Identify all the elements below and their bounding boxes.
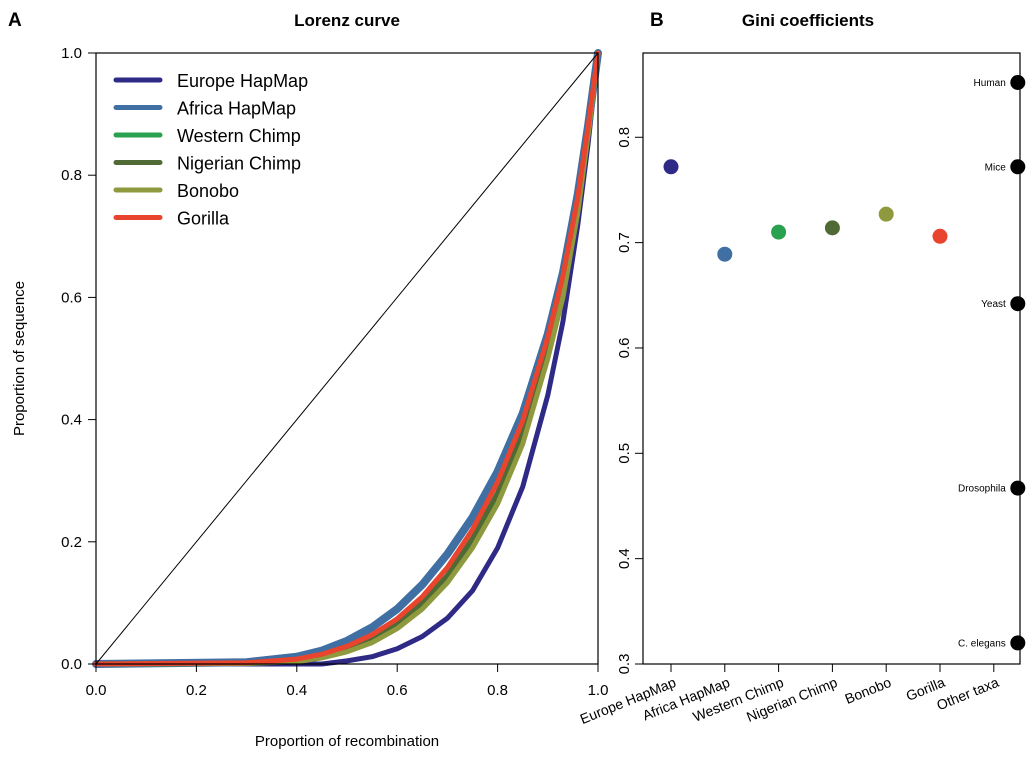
panel-label-b: B	[650, 10, 664, 31]
equality-line	[95, 52, 599, 665]
series-line-bonobo	[93, 50, 601, 667]
y-tick-label: 0.3	[616, 654, 633, 675]
legend-label: Europe HapMap	[177, 71, 308, 91]
y-tick-label: 0.4	[616, 548, 633, 569]
data-point-bonobo	[878, 206, 894, 222]
other-taxa-label: C. elegans	[958, 638, 1006, 649]
x-tick-label: 0.0	[86, 682, 107, 699]
y-tick-label: 0.5	[616, 443, 633, 464]
data-point-europe-hapmap	[663, 159, 679, 175]
y-tick-label: 0.2	[61, 534, 82, 551]
x-tick-label: 0.4	[286, 682, 307, 699]
other-taxa-point	[1010, 480, 1026, 496]
y-tick-label: 0.8	[61, 167, 82, 184]
gini-panel: B Gini coefficients0.30.40.50.60.70.8Euro…	[578, 10, 1026, 727]
lorenz-panel: A Lorenz curve 0.0 0.2 0.4 0.6 0.8 1.0 0.0 0.2 0.4…	[8, 10, 608, 750]
y-tick-label: 1.0	[61, 45, 82, 62]
x-tick-label: 0.2	[186, 682, 207, 699]
y-tick-label: 0.4	[61, 412, 82, 429]
x-tick-label: 1.0	[588, 682, 609, 699]
series-line-gorilla	[93, 50, 601, 667]
legend-label: Nigerian Chimp	[177, 154, 301, 174]
plot-frame-b	[642, 52, 1021, 665]
x-tick-label: Other taxa	[934, 674, 1001, 713]
legend-label: Gorilla	[177, 209, 230, 229]
plot-frame-a	[95, 52, 599, 665]
other-taxa-point	[1010, 635, 1026, 651]
y-tick-label: 0.8	[616, 127, 633, 148]
y-tick-label: 0.0	[61, 656, 82, 673]
other-taxa-point	[1010, 74, 1026, 90]
y-axis-label: Proportion of sequence	[11, 281, 28, 436]
y-tick-label: 0.6	[61, 289, 82, 306]
data-point-africa-hapmap	[717, 246, 733, 262]
data-point-western-chimp	[771, 224, 787, 240]
other-taxa-point	[1010, 296, 1026, 312]
x-tick-label: Bonobo	[843, 674, 894, 707]
other-taxa-point	[1010, 159, 1026, 175]
x-axis-label: Proportion of recombination	[255, 733, 439, 750]
other-taxa-label: Yeast	[981, 299, 1006, 310]
chart-title: Lorenz curve	[294, 11, 400, 30]
lorenz-curves	[92, 49, 602, 668]
legend: Europe HapMap Africa HapMap Western Chimp N…	[113, 71, 308, 229]
panel-label-a: A	[8, 10, 22, 31]
other-taxa-label: Drosophila	[958, 484, 1006, 495]
x-tick-label: 0.6	[387, 682, 408, 699]
legend-label: Africa HapMap	[177, 99, 296, 119]
data-point-gorilla	[932, 228, 948, 244]
other-taxa-label: Mice	[985, 162, 1007, 173]
y-tick-label: 0.6	[616, 338, 633, 359]
x-tick-label: 0.8	[487, 682, 508, 699]
other-taxa-label: Human	[974, 78, 1006, 89]
data-point-nigerian-chimp	[824, 220, 840, 236]
y-tick-label: 0.7	[616, 232, 633, 253]
legend-label: Western Chimp	[177, 126, 301, 146]
chart-title: Gini coefficients	[742, 11, 874, 30]
legend-label: Bonobo	[177, 181, 239, 201]
